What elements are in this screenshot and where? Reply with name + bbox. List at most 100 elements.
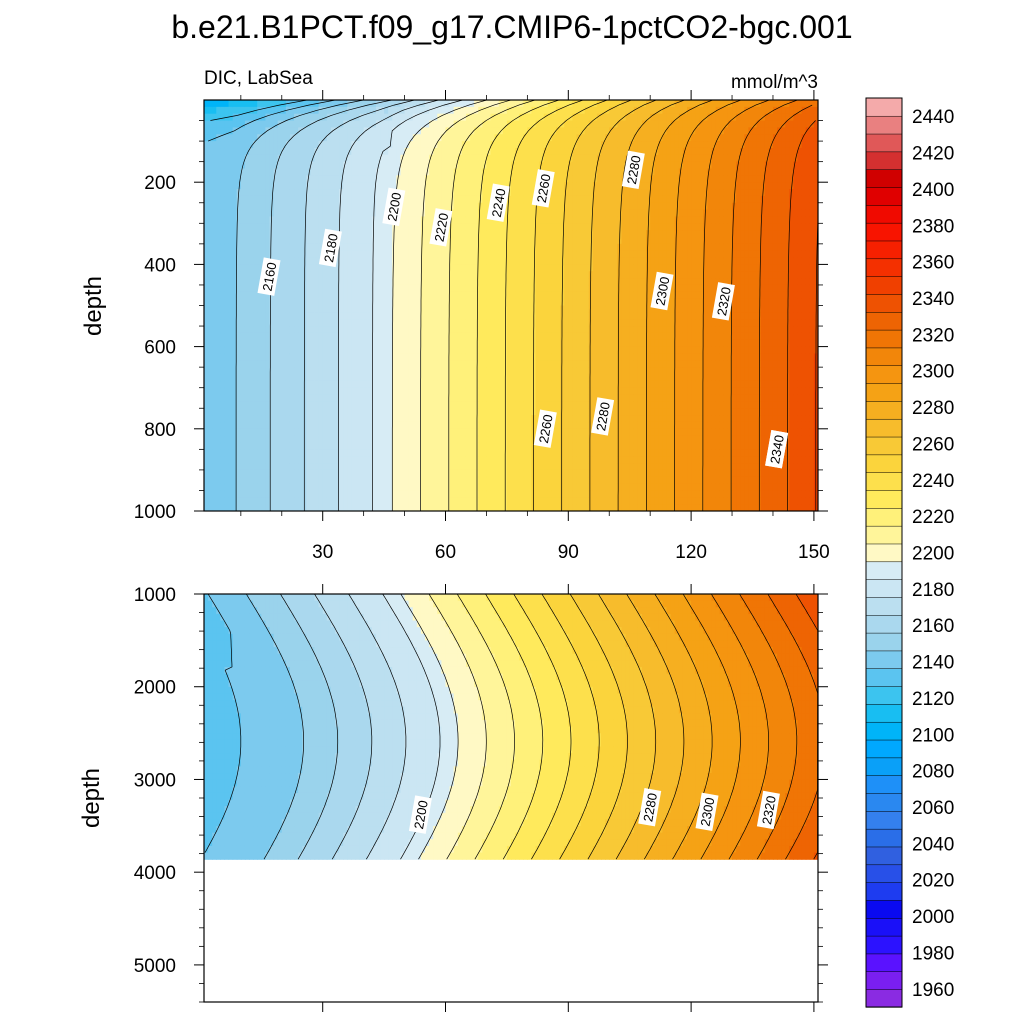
field-cell [482,374,488,382]
field-cell [232,319,238,327]
field-cell [289,202,295,211]
field-cell [220,428,226,437]
field-cell [224,394,230,402]
field-cell [294,387,299,396]
field-cell [363,408,369,416]
field-cell [232,401,238,409]
field-cell [478,271,483,279]
field-cell [212,428,217,437]
field-cell [367,298,373,307]
field-cell [334,490,340,498]
field-cell [285,209,291,218]
field-cell [310,449,316,457]
field-cell [347,449,352,457]
field-cell [506,291,512,300]
field-cell [212,161,217,170]
field-cell [318,106,324,115]
field-cell [273,134,279,142]
field-cell [334,394,340,402]
field-cell [367,237,373,245]
field-cell [461,497,467,505]
field-cell [343,202,348,211]
field-cell [228,380,234,389]
field-cell [375,168,381,176]
field-cell [437,428,443,437]
field-cell [216,387,221,396]
field-cell [506,353,512,361]
field-cell [441,161,447,170]
field-cell [375,250,381,259]
field-cell [253,332,258,341]
field-cell [453,360,459,368]
field-cell [506,195,512,204]
field-cell [298,278,303,286]
field-cell [425,298,430,307]
field-cell [220,387,226,396]
field-cell [380,469,385,478]
field-cell [265,223,271,231]
field-cell [334,257,340,265]
field-cell [269,490,275,498]
field-cell [400,305,406,313]
field-cell [527,168,533,176]
field-cell [527,319,533,327]
field-cell [306,147,312,156]
field-cell [371,449,377,457]
field-cell [412,264,418,272]
field-cell [478,175,483,183]
field-cell [306,175,312,183]
field-cell [494,394,500,402]
field-cell [257,469,262,478]
field-cell [249,504,254,511]
field-cell [253,326,258,334]
field-cell [511,182,516,190]
field-cell [474,216,479,224]
field-cell [400,278,406,286]
field-cell [367,189,373,197]
field-cell [212,100,217,108]
field-cell [408,195,414,204]
field-cell [355,463,361,471]
field-cell [216,278,221,286]
field-cell [449,312,455,320]
field-cell [449,243,455,252]
field-cell [511,257,516,265]
field-cell [310,346,316,355]
field-cell [294,353,299,361]
field-cell [208,106,213,115]
field-cell [240,469,246,478]
field-cell [478,435,483,444]
field-cell [396,483,402,492]
field-cell [269,346,275,355]
field-cell [527,223,533,231]
field-cell [474,264,479,272]
field-cell [392,284,397,293]
field-cell [269,469,275,478]
field-cell [253,250,258,259]
field-cell [433,182,438,190]
field-cell [453,291,459,300]
field-cell [269,147,275,156]
field-cell [416,154,422,163]
field-cell [343,346,348,355]
field-cell [400,237,406,245]
field-cell [416,449,422,457]
field-cell [224,257,230,265]
field-cell [334,374,340,382]
field-cell [478,374,483,382]
field-cell [535,106,541,115]
field-cell [236,456,242,464]
field-cell [441,106,447,115]
field-cell [400,127,406,135]
field-cell [465,483,471,492]
field-cell [228,374,234,382]
field-cell [445,134,451,142]
field-cell [326,113,332,122]
field-cell [441,449,447,457]
field-cell [228,504,234,511]
field-cell [515,305,520,313]
field-cell [265,435,271,444]
field-cell [392,339,397,348]
field-cell [355,415,361,423]
field-cell [457,264,463,272]
